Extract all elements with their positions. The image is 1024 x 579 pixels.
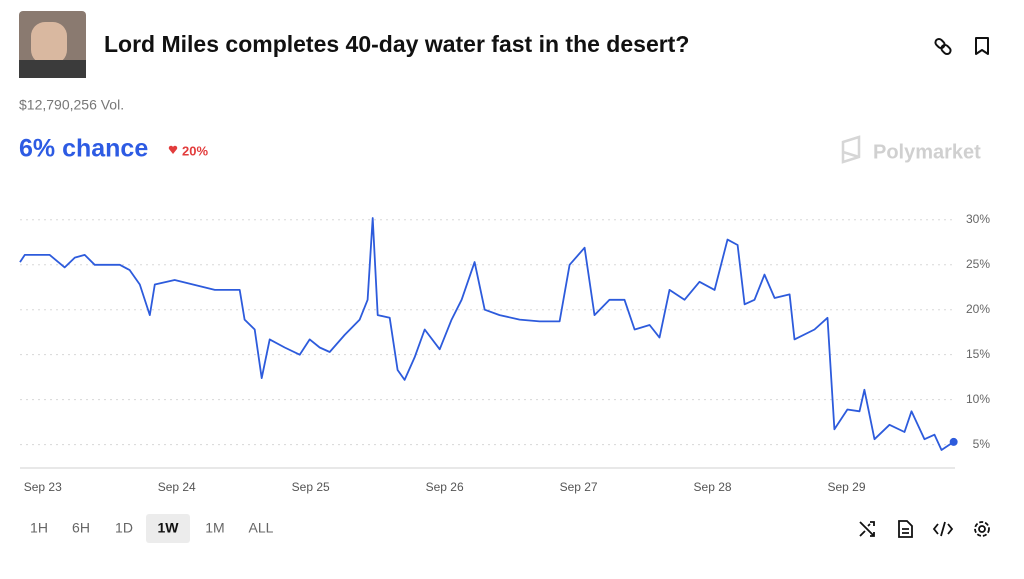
y-tick-label: 10% — [966, 392, 990, 406]
toolbar-icons — [859, 520, 990, 538]
x-tick-label: Sep 24 — [158, 480, 196, 494]
range-button[interactable]: 1M — [205, 520, 224, 536]
document-icon[interactable] — [898, 520, 913, 538]
bookmark-icon[interactable] — [975, 37, 989, 55]
settings-icon[interactable] — [978, 525, 986, 533]
change: 20% — [182, 143, 208, 158]
volume: $12,790,256 Vol. — [19, 97, 124, 113]
range-button[interactable]: ALL — [249, 520, 274, 536]
title: Lord Miles completes 40-day water fast i… — [104, 31, 689, 57]
brand-logo — [841, 135, 861, 164]
range-button[interactable]: 1W — [158, 520, 180, 536]
brand: Polymarket — [873, 141, 981, 163]
x-tick-label: Sep 29 — [827, 480, 865, 494]
avatar-face — [31, 22, 67, 64]
avatar-body — [19, 60, 86, 78]
range-buttons: 1H 6H 1D 1W 1M ALL — [30, 514, 274, 543]
range-button[interactable]: 1H — [30, 520, 48, 536]
x-tick-label: Sep 26 — [426, 480, 464, 494]
down-icon — [168, 145, 178, 154]
shuffle-icon[interactable] — [859, 521, 875, 537]
range-button-active-bg — [146, 514, 190, 543]
y-tick-label: 20% — [966, 302, 990, 316]
range-button[interactable]: 6H — [72, 520, 90, 536]
x-tick-label: Sep 23 — [24, 480, 62, 494]
chance: 6% chance — [19, 135, 148, 163]
end-dot — [949, 437, 958, 446]
embed-icon[interactable] — [932, 521, 954, 537]
y-tick-label: 5% — [973, 437, 991, 451]
y-tick-label: 25% — [966, 257, 990, 271]
range-button[interactable]: 1D — [115, 520, 133, 536]
x-tick-label: Sep 25 — [292, 480, 330, 494]
y-tick-label: 30% — [966, 212, 990, 226]
x-tick-label: Sep 27 — [560, 480, 598, 494]
price-line — [19, 217, 955, 451]
link-icon[interactable] — [934, 37, 952, 56]
y-tick-label: 15% — [966, 347, 990, 361]
x-tick-label: Sep 28 — [694, 480, 732, 494]
plot: 5% 10% 15% 20% 25% 30% Sep 23 Sep 24 Sep 25 Sep 2… — [19, 212, 991, 494]
